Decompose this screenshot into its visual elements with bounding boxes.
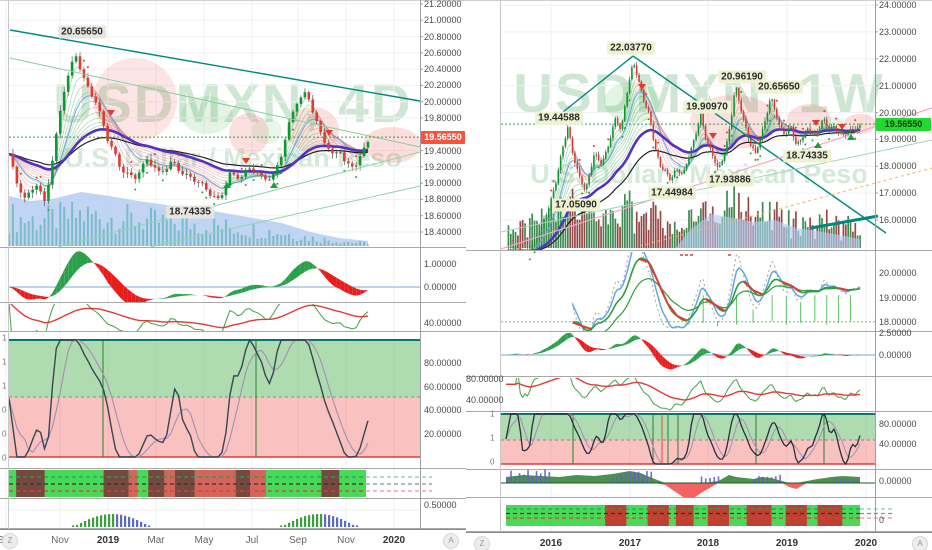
indicator-tick-label: 18.00000	[879, 317, 917, 328]
price-level-label: 22.03770	[607, 41, 655, 55]
indicator-tick-label: 1.00000	[424, 259, 457, 269]
price-tick-label: 20.80000	[424, 31, 462, 42]
price-tick-label: 18.00000	[879, 161, 917, 172]
price-tick-label: 20.60000	[424, 47, 462, 58]
price-level-label: 20.96190	[718, 70, 766, 84]
indicator-tick-label: 19.00000	[879, 292, 917, 303]
indicator-tick-label: 80.00000	[424, 358, 462, 369]
time-tick-label: 2017	[618, 538, 642, 549]
price-tick-label: 19.40000	[424, 145, 462, 156]
pane-action-button[interactable]: A	[443, 533, 459, 549]
price-tick-label: 20.00000	[424, 96, 462, 107]
logo-button[interactable]: Z	[474, 536, 490, 550]
time-axis[interactable]: Z A SepNov2019MarMayJulSepNov2020	[0, 529, 466, 550]
indicator-scale-label: 0	[2, 429, 7, 439]
indicator-tick-label: 0.00000	[879, 476, 912, 486]
price-level-label: 17.05090	[552, 198, 600, 212]
time-axis[interactable]: Z A 2016 2017 2018 2019 2020	[466, 532, 932, 550]
price-level-label: 19.44588	[535, 111, 583, 125]
time-tick-label: 2020	[382, 535, 406, 546]
price-tick-label: 24.00000	[879, 0, 917, 10]
time-tick-label: Mar	[147, 535, 165, 546]
indicator-scale-label: 1	[2, 381, 7, 391]
chart-pane-usdmxn-1w[interactable]: USDMXN, 1W U.S. Dollar / Mexican Peso 19…	[466, 0, 932, 550]
indicator-tick-label: 2.50000	[879, 328, 912, 338]
indicator-scale-label: 40.00000	[466, 395, 504, 405]
indicator-tick-label: 40.00000	[424, 405, 462, 416]
indicator-scale-label: 80.00000	[466, 374, 504, 384]
indicator-tick-label: 40.00000	[879, 439, 917, 449]
price-level-label: 17.93886	[706, 173, 754, 187]
indicator-tick-label: 0	[879, 515, 885, 525]
price-tick-label: 20.20000	[424, 80, 462, 91]
last-price-badge: 19.56550	[421, 130, 465, 144]
indicator-tick-label: 80.00000	[879, 419, 917, 429]
indicator-tick-label: 0.50000	[424, 500, 457, 510]
logo-button[interactable]: Z	[2, 533, 18, 549]
price-tick-label: 19.00000	[424, 178, 462, 189]
indicator-tick-label: 20.00000	[879, 268, 917, 278]
price-level-label: 20.65650	[58, 25, 106, 39]
time-tick-label: 2016	[539, 538, 563, 549]
price-tick-label: 20.00000	[879, 107, 917, 118]
indicator-scale-label: 1	[490, 409, 495, 419]
time-tick-label: 2018	[696, 538, 720, 549]
time-tick-label: 2020	[854, 538, 878, 549]
time-tick-label: May	[194, 535, 214, 546]
time-tick-label: Sep	[289, 535, 307, 546]
price-tick-label: 21.20000	[424, 0, 462, 9]
price-tick-label: 17.00000	[879, 188, 917, 199]
indicator-tick-label: 0.00000	[879, 350, 912, 360]
indicator-scale-label: 0	[2, 453, 7, 463]
indicator-scale-label: 0	[2, 405, 7, 415]
price-tick-label: 19.20000	[424, 161, 462, 172]
price-tick-label: 18.80000	[424, 194, 462, 205]
chart-canvas[interactable]	[0, 0, 466, 529]
indicator-scale-label: 1	[2, 357, 7, 367]
indicator-scale-label: 0	[490, 457, 495, 467]
price-level-label: 20.65650	[755, 80, 803, 94]
price-tick-label: 18.60000	[424, 210, 462, 221]
chart-pane-usdmxn-4d[interactable]: USDMXN, 4D U.S. Dollar / Mexican Peso 19…	[0, 0, 466, 550]
time-tick-label: Nov	[51, 535, 69, 546]
price-level-label: 17.44984	[648, 186, 696, 200]
price-tick-label: 23.00000	[879, 26, 917, 37]
price-tick-label: 16.00000	[879, 215, 917, 225]
indicator-scale-label: 1	[490, 433, 495, 443]
price-level-label: 19.90970	[683, 100, 731, 114]
indicator-tick-label: 60.00000	[424, 381, 462, 392]
pane-action-button[interactable]: A	[912, 536, 928, 550]
indicator-tick-label: 0.00000	[424, 282, 457, 292]
time-tick-label: Nov	[337, 535, 355, 546]
price-tick-label: 19.80000	[424, 113, 462, 123]
time-tick-label: 2019	[96, 535, 120, 546]
price-level-label: 18.74335	[783, 149, 831, 163]
price-tick-label: 19.00000	[879, 134, 917, 145]
price-tick-label: 21.00000	[879, 80, 917, 91]
last-price-badge: 19.56550	[876, 117, 931, 131]
indicator-tick-label: 20.00000	[424, 428, 462, 439]
indicator-scale-label: 1	[2, 333, 7, 343]
price-tick-label: 21.00000	[424, 15, 462, 26]
price-tick-label: 18.40000	[424, 227, 462, 237]
indicator-tick-label: 40.00000	[424, 318, 462, 328]
time-tick-label: Jul	[245, 535, 259, 546]
chart-canvas[interactable]	[466, 0, 932, 532]
time-tick-label: 2019	[775, 538, 799, 549]
price-level-label: 18.74335	[166, 205, 214, 219]
price-tick-label: 22.00000	[879, 53, 917, 64]
price-tick-label: 20.40000	[424, 64, 462, 75]
